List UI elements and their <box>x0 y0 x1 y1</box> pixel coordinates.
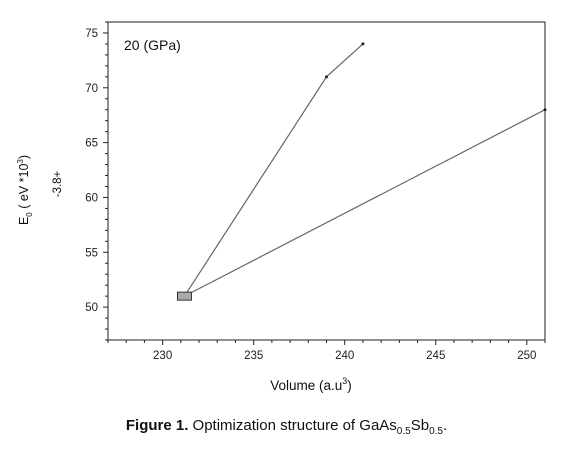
caption-label: Figure 1. <box>125 417 189 434</box>
series-line-1 <box>183 43 364 297</box>
y-tick-label: 55 <box>85 247 98 259</box>
x-axis-label: Volume (a.u3) <box>270 376 352 393</box>
x-axis-ticks: 230 235 240 245 250 <box>107 340 546 362</box>
data-point <box>325 75 328 79</box>
x-axis-label-tail: ) <box>347 378 352 393</box>
y-tick-label: 60 <box>85 192 98 204</box>
x-tick-label: 240 <box>335 350 354 362</box>
x-axis-label-text: Volume (a.u <box>270 378 342 393</box>
y-tick-label: 65 <box>85 138 98 150</box>
caption-sub-1: 0.5 <box>396 426 411 437</box>
y-tick-label: 50 <box>85 302 98 314</box>
y-axis-ticks: 50 55 60 65 70 75 <box>85 21 108 341</box>
pressure-annotation: 20 (GPa) <box>124 37 181 53</box>
data-point <box>543 108 547 112</box>
y-axis-label-tail: ( eV *10 <box>17 164 31 213</box>
plot-border <box>107 21 546 341</box>
series-line-2 <box>184 109 546 297</box>
y-axis-offset-label: -3.8+ <box>52 170 64 197</box>
series-group <box>176 42 547 301</box>
y-axis-label-close: ) <box>17 155 31 159</box>
x-tick-label: 230 <box>153 350 172 362</box>
caption-end: . <box>442 417 448 434</box>
caption-text: Optimization structure of GaAs <box>188 417 397 434</box>
y-tick-label: 70 <box>85 83 98 95</box>
box-marker <box>176 291 192 301</box>
caption-mid: Sb <box>410 417 430 434</box>
y-axis-label-sup: 3 <box>16 159 25 164</box>
data-point <box>361 42 365 46</box>
plot-frame <box>107 21 546 341</box>
figure-caption: Figure 1. Optimization structure of GaAs… <box>0 417 573 437</box>
x-tick-label: 250 <box>517 350 536 362</box>
x-tick-label: 235 <box>244 350 263 362</box>
y-axis-label-sub: 0 <box>25 212 34 217</box>
y-axis-label: E0 ( eV *103) <box>16 155 34 225</box>
y-tick-label: 75 <box>85 28 98 40</box>
x-axis-label-sup: 3 <box>342 376 347 386</box>
x-tick-label: 245 <box>426 350 445 362</box>
y-axis-label-text: E <box>17 217 31 225</box>
caption-sub-2: 0.5 <box>429 426 443 437</box>
